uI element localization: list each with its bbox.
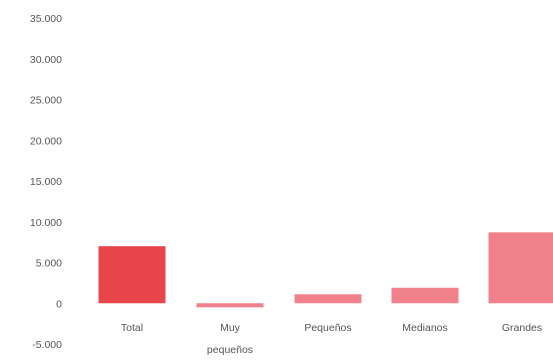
y-axis: 35.000 30.000 25.000 20.000 15.000 10.000 5.00… [30,13,62,351]
x-tick-label: Muy pequeños [207,322,253,356]
y-tick-label: 20.000 [30,135,62,147]
y-tick-label: 10.000 [30,217,62,229]
bar-grandes [488,232,553,304]
y-tick-label: 0 [56,298,62,310]
x-tick-label: Medianos [402,322,448,334]
bar-pequeños [294,294,362,304]
y-tick-label: 35.000 [30,13,62,25]
y-tick-label: 5.000 [36,258,62,270]
y-tick-label: 15.000 [30,176,62,188]
x-tick-label: Pequeños [304,322,351,334]
x-axis-labels: Total Muy pequeños Pequeños Medianos Grandes [121,322,542,356]
y-tick-label: 25.000 [30,95,62,107]
y-tick-label: -5.000 [32,339,62,351]
bar-medianos [391,287,459,304]
bars [98,232,553,308]
bar-total [98,246,166,304]
y-tick-label: 30.000 [30,54,62,66]
x-tick-label: Total [121,322,143,334]
x-tick-label: Grandes [502,322,542,334]
bar-muy-pequeños [196,303,264,308]
